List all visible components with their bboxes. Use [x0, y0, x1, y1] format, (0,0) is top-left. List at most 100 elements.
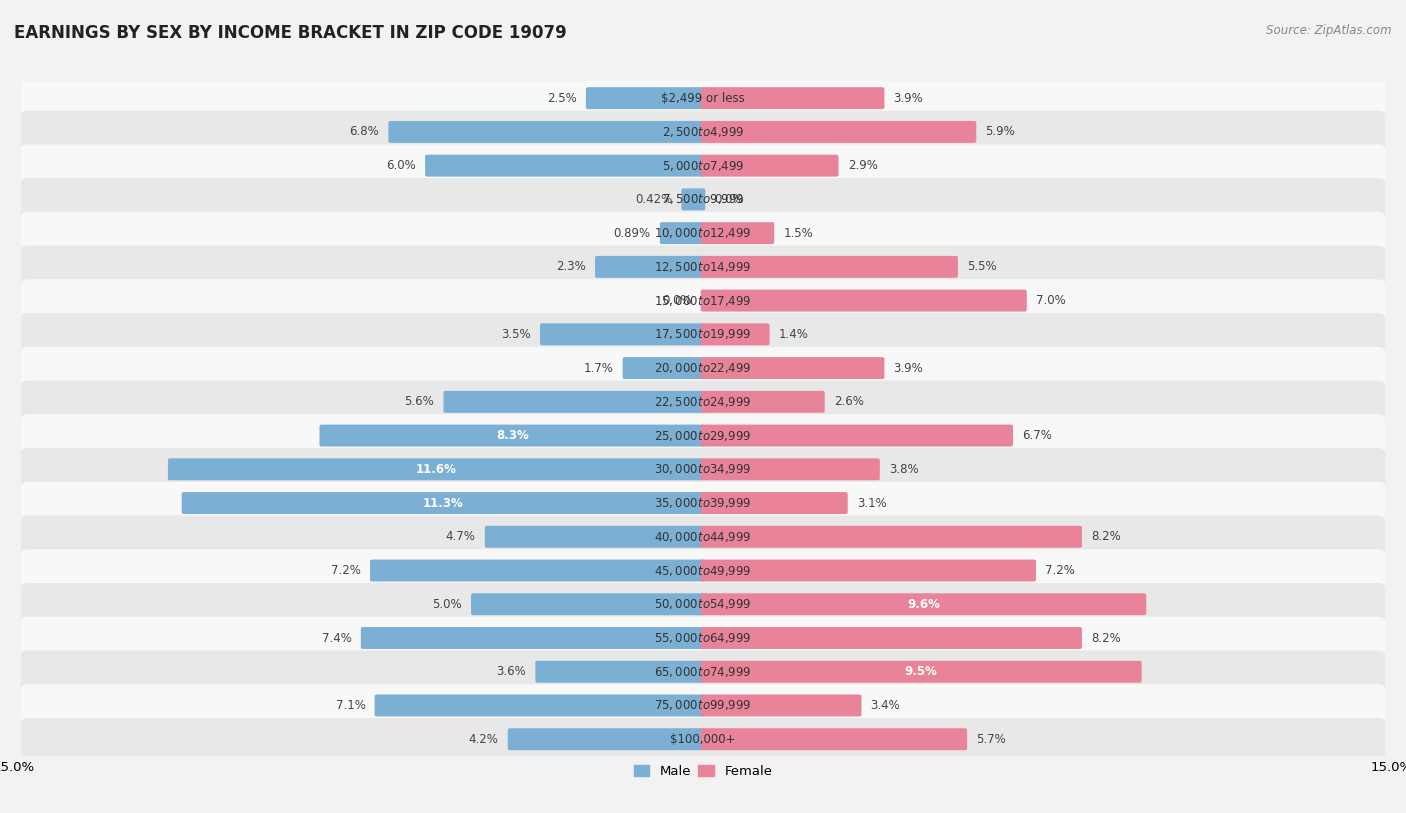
FancyBboxPatch shape — [319, 424, 706, 446]
Text: 0.42%: 0.42% — [636, 193, 672, 206]
FancyBboxPatch shape — [700, 391, 825, 413]
FancyBboxPatch shape — [700, 324, 769, 346]
Text: $25,000 to $29,999: $25,000 to $29,999 — [654, 428, 752, 442]
FancyBboxPatch shape — [659, 222, 706, 244]
Text: 0.0%: 0.0% — [714, 193, 744, 206]
Text: 11.3%: 11.3% — [423, 497, 464, 510]
Text: $2,500 to $4,999: $2,500 to $4,999 — [662, 125, 744, 139]
Text: 2.5%: 2.5% — [547, 92, 576, 105]
Text: 8.3%: 8.3% — [496, 429, 529, 442]
Text: 2.3%: 2.3% — [557, 260, 586, 273]
Text: 1.7%: 1.7% — [583, 362, 613, 375]
Text: 4.2%: 4.2% — [468, 733, 499, 746]
Text: $17,500 to $19,999: $17,500 to $19,999 — [654, 328, 752, 341]
Text: $22,500 to $24,999: $22,500 to $24,999 — [654, 395, 752, 409]
Text: $20,000 to $22,499: $20,000 to $22,499 — [654, 361, 752, 375]
FancyBboxPatch shape — [370, 559, 706, 581]
FancyBboxPatch shape — [21, 212, 1385, 254]
Text: 7.1%: 7.1% — [336, 699, 366, 712]
FancyBboxPatch shape — [700, 289, 1026, 311]
Legend: Male, Female: Male, Female — [628, 759, 778, 783]
FancyBboxPatch shape — [700, 256, 957, 278]
FancyBboxPatch shape — [700, 593, 1146, 615]
FancyBboxPatch shape — [21, 448, 1385, 490]
Text: 0.89%: 0.89% — [613, 227, 651, 240]
FancyBboxPatch shape — [700, 87, 884, 109]
FancyBboxPatch shape — [485, 526, 706, 548]
FancyBboxPatch shape — [21, 550, 1385, 592]
FancyBboxPatch shape — [700, 559, 1036, 581]
Text: $5,000 to $7,499: $5,000 to $7,499 — [662, 159, 744, 172]
FancyBboxPatch shape — [700, 661, 1142, 683]
FancyBboxPatch shape — [21, 482, 1385, 524]
Text: 3.9%: 3.9% — [894, 362, 924, 375]
Text: $50,000 to $54,999: $50,000 to $54,999 — [654, 598, 752, 611]
FancyBboxPatch shape — [21, 246, 1385, 288]
FancyBboxPatch shape — [21, 415, 1385, 457]
Text: $7,500 to $9,999: $7,500 to $9,999 — [662, 193, 744, 207]
FancyBboxPatch shape — [21, 685, 1385, 727]
Text: $55,000 to $64,999: $55,000 to $64,999 — [654, 631, 752, 645]
Text: 3.6%: 3.6% — [496, 665, 526, 678]
Text: 3.4%: 3.4% — [870, 699, 900, 712]
FancyBboxPatch shape — [540, 324, 706, 346]
FancyBboxPatch shape — [586, 87, 706, 109]
FancyBboxPatch shape — [700, 728, 967, 750]
Text: 9.5%: 9.5% — [904, 665, 938, 678]
Text: 11.6%: 11.6% — [416, 463, 457, 476]
Text: $30,000 to $34,999: $30,000 to $34,999 — [654, 463, 752, 476]
Text: 0.0%: 0.0% — [662, 294, 692, 307]
Text: 3.8%: 3.8% — [889, 463, 918, 476]
FancyBboxPatch shape — [700, 121, 976, 143]
Text: 1.4%: 1.4% — [779, 328, 808, 341]
Text: 3.1%: 3.1% — [856, 497, 887, 510]
Text: $12,500 to $14,999: $12,500 to $14,999 — [654, 260, 752, 274]
FancyBboxPatch shape — [700, 492, 848, 514]
Text: 8.2%: 8.2% — [1091, 530, 1121, 543]
Text: 7.4%: 7.4% — [322, 632, 352, 645]
Text: 7.2%: 7.2% — [330, 564, 361, 577]
Text: 2.6%: 2.6% — [834, 395, 863, 408]
Text: 6.7%: 6.7% — [1022, 429, 1052, 442]
FancyBboxPatch shape — [167, 459, 706, 480]
Text: $45,000 to $49,999: $45,000 to $49,999 — [654, 563, 752, 577]
FancyBboxPatch shape — [21, 718, 1385, 760]
FancyBboxPatch shape — [443, 391, 706, 413]
Text: 1.5%: 1.5% — [783, 227, 813, 240]
FancyBboxPatch shape — [21, 583, 1385, 625]
Text: EARNINGS BY SEX BY INCOME BRACKET IN ZIP CODE 19079: EARNINGS BY SEX BY INCOME BRACKET IN ZIP… — [14, 24, 567, 42]
FancyBboxPatch shape — [700, 694, 862, 716]
FancyBboxPatch shape — [700, 526, 1083, 548]
FancyBboxPatch shape — [682, 189, 706, 211]
Text: 5.6%: 5.6% — [405, 395, 434, 408]
FancyBboxPatch shape — [21, 347, 1385, 389]
FancyBboxPatch shape — [508, 728, 706, 750]
FancyBboxPatch shape — [700, 357, 884, 379]
Text: 5.5%: 5.5% — [967, 260, 997, 273]
FancyBboxPatch shape — [471, 593, 706, 615]
FancyBboxPatch shape — [21, 313, 1385, 355]
FancyBboxPatch shape — [536, 661, 706, 683]
Text: 5.9%: 5.9% — [986, 125, 1015, 138]
Text: $2,499 or less: $2,499 or less — [661, 92, 745, 105]
FancyBboxPatch shape — [181, 492, 706, 514]
FancyBboxPatch shape — [21, 515, 1385, 558]
FancyBboxPatch shape — [700, 459, 880, 480]
Text: 6.0%: 6.0% — [387, 159, 416, 172]
FancyBboxPatch shape — [700, 424, 1012, 446]
FancyBboxPatch shape — [21, 178, 1385, 220]
FancyBboxPatch shape — [21, 380, 1385, 423]
Text: 4.7%: 4.7% — [446, 530, 475, 543]
FancyBboxPatch shape — [700, 627, 1083, 649]
FancyBboxPatch shape — [21, 77, 1385, 120]
Text: $35,000 to $39,999: $35,000 to $39,999 — [654, 496, 752, 510]
Text: $40,000 to $44,999: $40,000 to $44,999 — [654, 530, 752, 544]
FancyBboxPatch shape — [21, 111, 1385, 153]
FancyBboxPatch shape — [21, 617, 1385, 659]
FancyBboxPatch shape — [700, 154, 838, 176]
FancyBboxPatch shape — [700, 222, 775, 244]
Text: $15,000 to $17,499: $15,000 to $17,499 — [654, 293, 752, 307]
Text: 7.0%: 7.0% — [1036, 294, 1066, 307]
Text: 6.8%: 6.8% — [350, 125, 380, 138]
Text: 8.2%: 8.2% — [1091, 632, 1121, 645]
